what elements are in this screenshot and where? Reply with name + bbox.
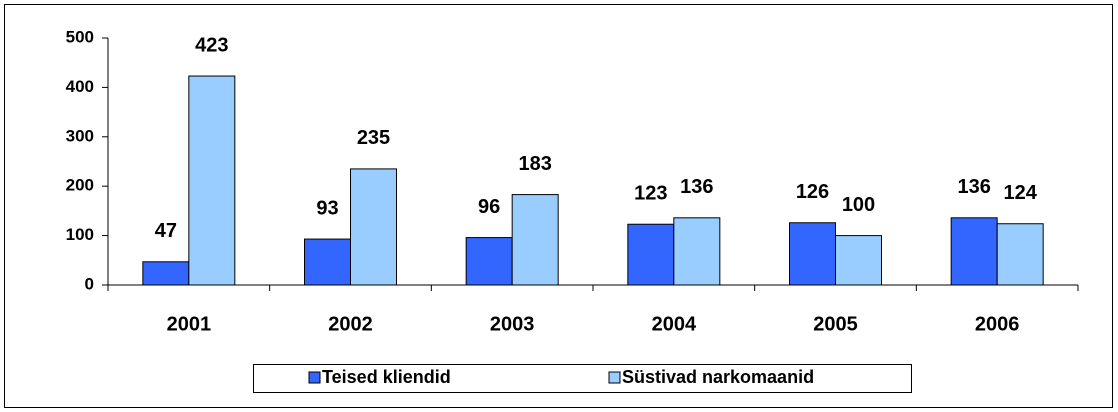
legend-swatch xyxy=(308,371,321,384)
data-label: 96 xyxy=(478,196,500,218)
bar xyxy=(673,217,721,286)
legend-box xyxy=(253,364,912,393)
data-label: 183 xyxy=(518,153,551,175)
data-label: 235 xyxy=(357,127,390,149)
data-label: 126 xyxy=(796,181,829,203)
legend-swatch xyxy=(608,371,621,384)
y-tick-label: 300 xyxy=(66,126,94,145)
bar xyxy=(142,261,190,286)
data-label: 136 xyxy=(680,176,713,198)
bar xyxy=(950,217,998,286)
bar xyxy=(304,238,351,286)
data-label: 93 xyxy=(316,197,338,219)
x-tick-label: 2001 xyxy=(167,313,212,335)
data-label: 124 xyxy=(1003,182,1037,204)
bar xyxy=(835,235,882,286)
x-tick-label: 2003 xyxy=(490,313,535,335)
data-label: 123 xyxy=(634,183,667,205)
y-tick-label: 400 xyxy=(66,77,94,96)
x-tick-label: 2002 xyxy=(328,313,373,335)
legend-label: Teised kliendid xyxy=(322,367,451,387)
data-label: 100 xyxy=(842,194,875,216)
y-tick-label: 100 xyxy=(66,225,94,244)
bar xyxy=(511,194,559,286)
y-tick-label: 0 xyxy=(85,274,94,293)
data-label: 136 xyxy=(957,176,990,198)
bar xyxy=(188,75,236,286)
data-label: 423 xyxy=(195,34,228,56)
y-tick-label: 500 xyxy=(66,27,94,46)
bar xyxy=(350,168,397,286)
x-tick-label: 2004 xyxy=(652,313,697,335)
x-tick-label: 2005 xyxy=(813,313,858,335)
y-tick-label: 200 xyxy=(66,176,94,195)
bar xyxy=(465,237,513,286)
legend-label: Süstivad narkomaanid xyxy=(622,367,814,387)
data-label: 47 xyxy=(155,220,177,242)
bar xyxy=(789,222,836,286)
x-tick-label: 2006 xyxy=(975,313,1020,335)
bar xyxy=(627,223,675,286)
bar xyxy=(996,223,1044,286)
